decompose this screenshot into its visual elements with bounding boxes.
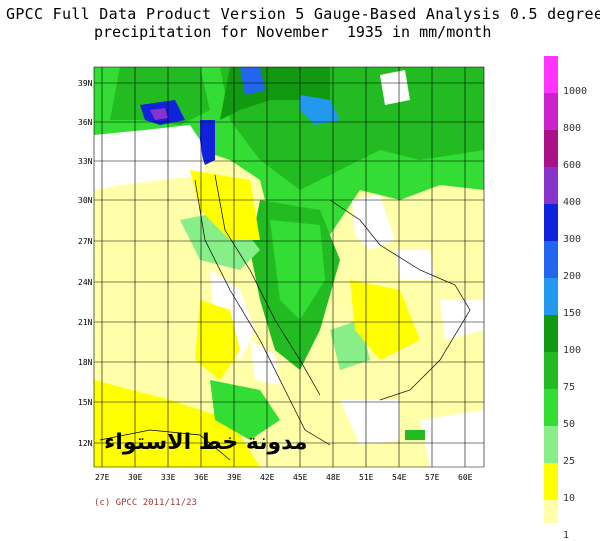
legend-swatch [544,241,558,278]
legend-label: 300 [563,234,582,245]
legend-swatch [544,278,558,315]
lat-label: 36N [78,118,93,127]
lat-label: 24N [78,278,93,287]
lon-label: 39E [227,473,242,482]
lon-label: 60E [458,473,473,482]
lon-label: 57E [425,473,440,482]
map-fill [94,67,484,467]
legend-swatch [544,167,558,204]
lon-label: 54E [392,473,407,482]
legend-swatch [544,389,558,426]
legend-label: 600 [563,160,582,171]
lon-label: 45E [293,473,308,482]
lat-label: 27N [78,237,93,246]
lon-label: 33E [161,473,176,482]
lat-label: 33N [78,157,93,166]
watermark-text: مدونة خط الاستواء [104,430,308,455]
legend-label: 400 [563,197,582,208]
lon-label: 42E [260,473,275,482]
lat-label: 39N [78,79,93,88]
lon-label: 48E [326,473,341,482]
credit-text: (c) GPCC 2011/11/23 [94,498,197,508]
legend-colorbar [544,56,558,523]
legend-label: 75 [563,382,576,393]
grid-lines [93,66,485,468]
legend-swatch [544,204,558,241]
lon-label: 30E [128,473,143,482]
map-title-line1: GPCC Full Data Product Version 5 Gauge-B… [6,5,600,23]
lat-label: 12N [78,439,93,448]
lat-labels: 39N 36N 33N 30N 27N 24N 21N 18N 15N 12N [78,79,93,448]
lat-label: 21N [78,318,93,327]
lat-label: 30N [78,196,93,205]
legend-label: 150 [563,308,582,319]
lon-labels: 27E 30E 33E 36E 39E 42E 45E 48E 51E 54E … [95,473,473,482]
legend-swatch [544,500,558,523]
coastlines [99,174,471,461]
legend-swatch [544,130,558,167]
legend-swatch [544,426,558,463]
legend-label: 100 [563,345,582,356]
lon-label: 27E [95,473,110,482]
legend-label: 800 [563,123,582,134]
legend-swatch [544,93,558,130]
map-title-line2: precipitation for November 1935 in mm/mo… [94,23,492,41]
lon-label: 36E [194,473,209,482]
legend-label: 1000 [563,86,588,97]
legend-label: 200 [563,271,582,282]
legend-label: 25 [563,456,576,467]
lon-label: 51E [359,473,374,482]
legend-label: 1 [563,530,570,541]
precipitation-map: 39N 36N 33N 30N 27N 24N 21N 18N 15N 12N … [78,56,558,523]
legend-swatch [544,56,558,93]
legend-label: 50 [563,419,576,430]
lat-label: 15N [78,398,93,407]
legend-swatch [544,463,558,500]
lat-label: 18N [78,358,93,367]
legend-swatch [544,315,558,352]
legend-swatch [544,352,558,389]
legend-label: 10 [563,493,576,504]
